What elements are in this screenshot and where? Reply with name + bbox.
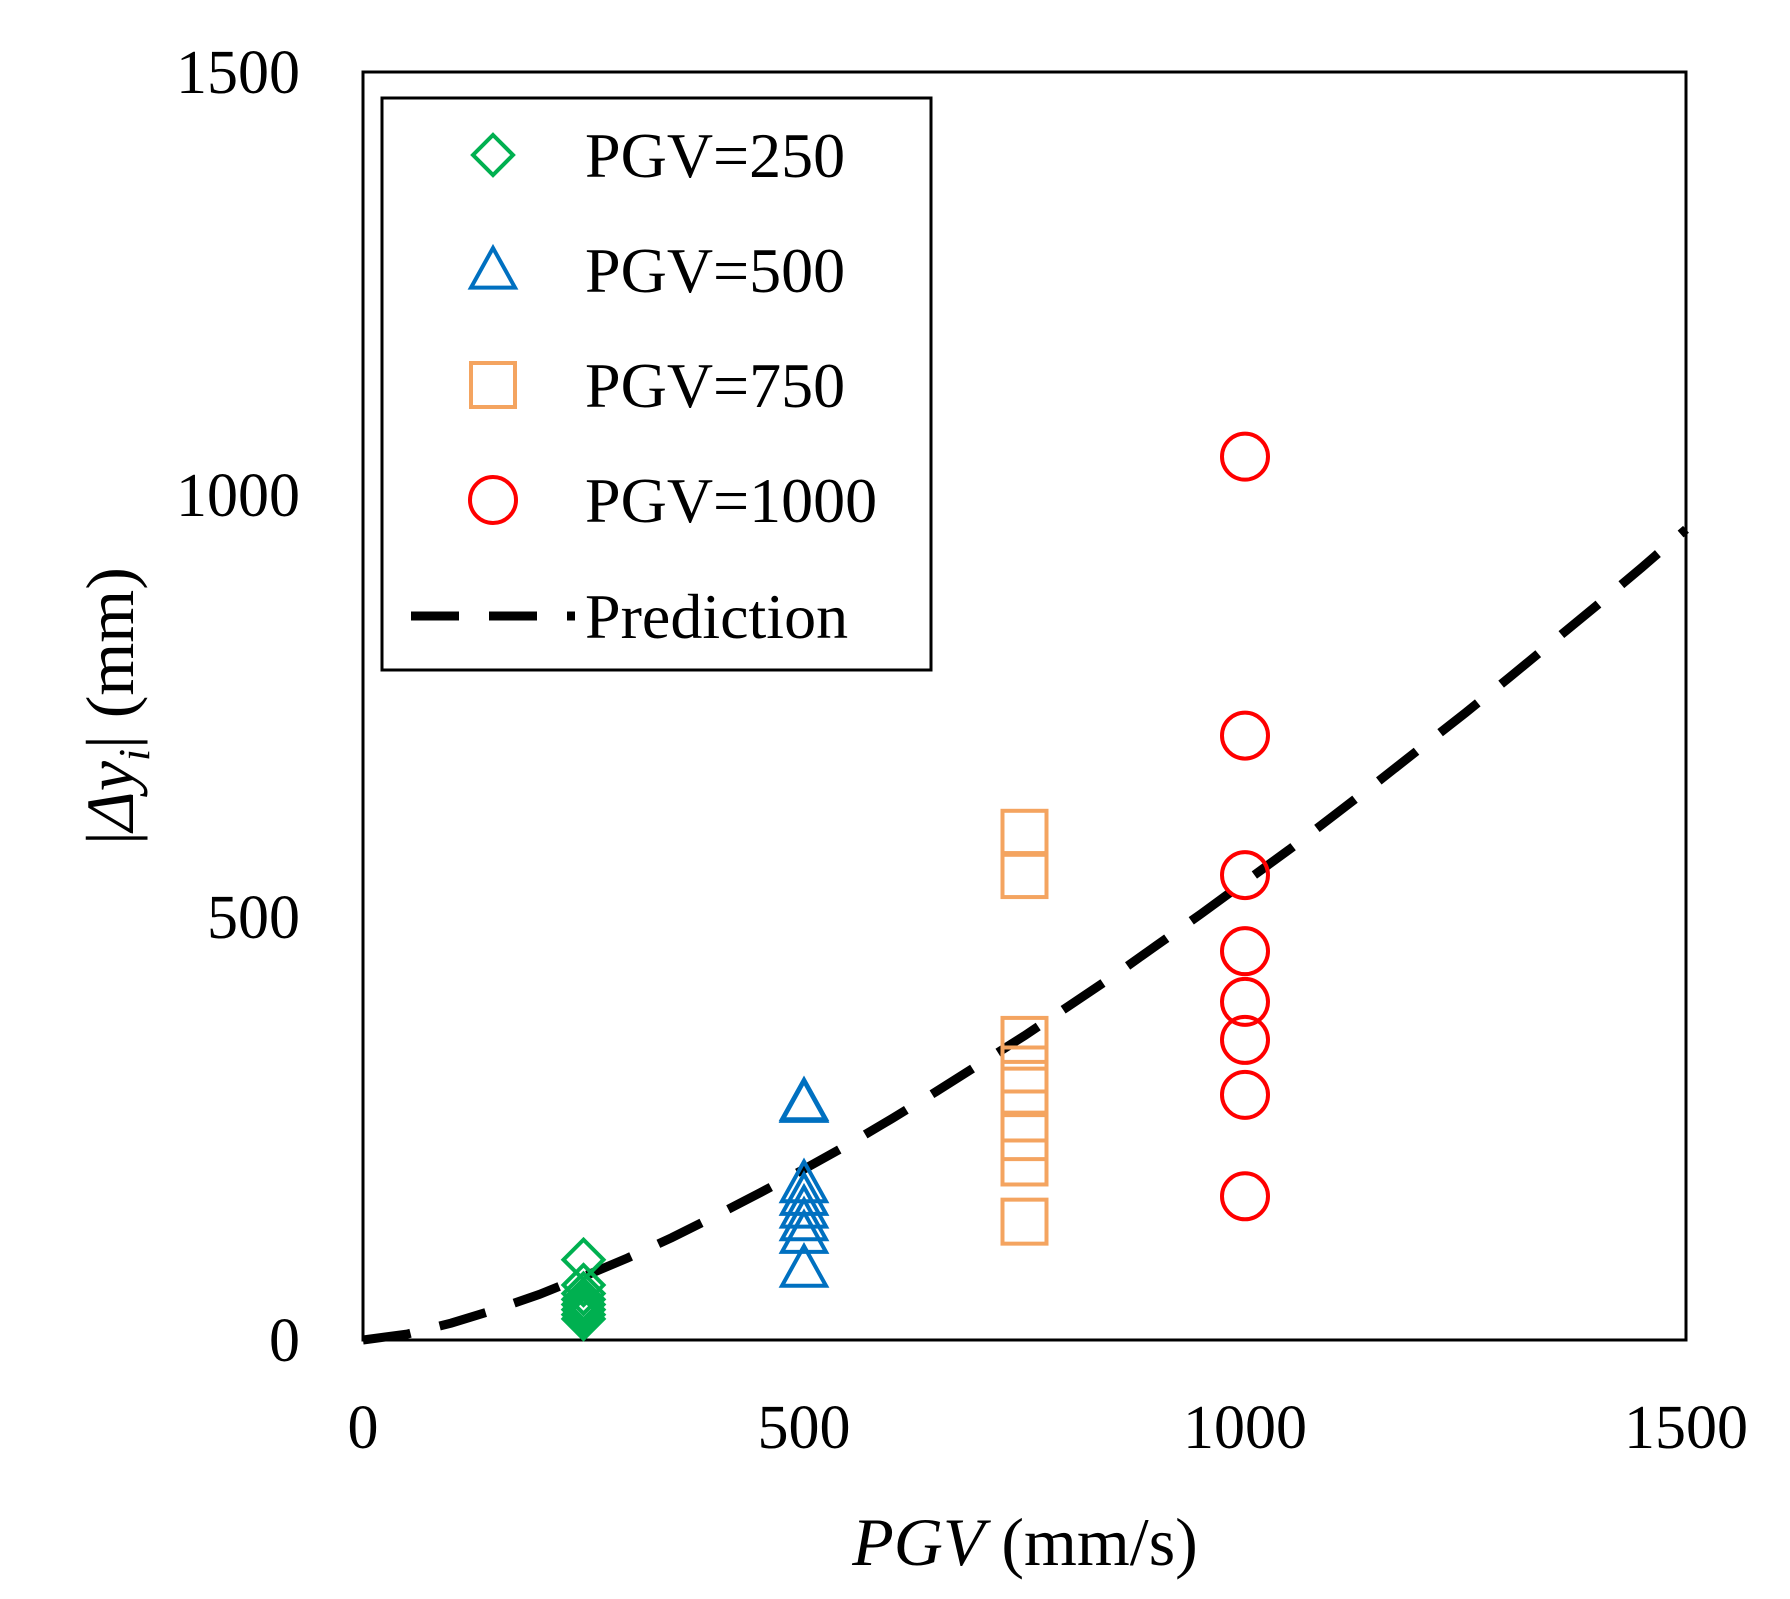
y-axis-title-units: (mm) [72, 567, 148, 735]
data-point-diamond-6 [560, 1291, 607, 1338]
data-point-diamond-1 [560, 1262, 607, 1308]
y-tick-label-0: 0 [269, 1307, 300, 1375]
data-point-circle-1 [1220, 710, 1270, 761]
data-point-triangle-1 [778, 1077, 830, 1123]
data-point-diamond-4 [560, 1281, 607, 1328]
data-point-circle-2 [1220, 850, 1270, 901]
legend: PGV=250 PGV=500 PGV=750 PGV=1000 Prediction [380, 96, 933, 672]
legend-marker-square [469, 361, 517, 409]
legend-label-diamond: PGV=250 [585, 120, 845, 191]
data-point-circle-7 [1220, 1171, 1270, 1222]
y-axis-title-delta: Δ [72, 791, 148, 834]
data-point-circle-3 [1220, 926, 1270, 977]
x-tick-label-0: 0 [348, 1394, 379, 1462]
data-point-triangle-6 [778, 1208, 830, 1254]
legend-box [380, 96, 933, 672]
data-point-square-6 [1000, 1138, 1049, 1187]
legend-entry-prediction: Prediction [411, 581, 848, 652]
prediction-line [362, 525, 1689, 1345]
y-axis-title: |Δyi| (mm) [72, 567, 159, 845]
data-point-triangle-4 [778, 1182, 830, 1229]
data-point-square-2 [1000, 1015, 1049, 1064]
data-point-diamond-5 [560, 1286, 607, 1333]
data-point-circle-4 [1220, 976, 1270, 1027]
legend-entry-triangle: PGV=500 [467, 235, 845, 306]
x-tick-labels: 0 500 1000 1500 [348, 1394, 1749, 1462]
y-tick-label-500: 500 [207, 884, 300, 952]
y-tick-labels: 0 500 1000 1500 [176, 39, 300, 1375]
x-tick-label-1500: 1500 [1624, 1394, 1748, 1462]
legend-marker-triangle [467, 243, 519, 290]
data-point-triangle-7 [778, 1242, 830, 1288]
data-point-square-7 [1000, 1197, 1049, 1246]
legend-marker-diamond [470, 132, 516, 178]
y-axis-title-bar-left: | [72, 831, 148, 845]
legend-label-square: PGV=750 [585, 350, 845, 421]
y-tick-label-1000: 1000 [176, 462, 300, 530]
data-point-triangle-5 [778, 1195, 830, 1242]
legend-marker-circle [468, 475, 518, 525]
legend-label-triangle: PGV=500 [585, 235, 845, 306]
legend-entry-circle: PGV=1000 [468, 465, 877, 536]
x-axis-title: PGV (mm/s) [851, 1504, 1198, 1580]
y-axis-title-bar-right: | [72, 735, 148, 749]
x-tick-label-500: 500 [758, 1394, 851, 1462]
svg-text:|Δyi| (mm): |Δyi| (mm) [72, 567, 159, 845]
data-point-diamond-3 [560, 1276, 607, 1323]
data-point-square-1 [1000, 851, 1049, 900]
y-axis-title-sub: i [110, 749, 159, 761]
data-point-circle-5 [1220, 1014, 1270, 1065]
data-point-diamond-7 [560, 1296, 607, 1342]
data-point-square-4 [1000, 1066, 1049, 1115]
legend-entry-square: PGV=750 [469, 350, 845, 421]
data-point-circle-0 [1220, 431, 1270, 482]
y-tick-label-1500: 1500 [176, 39, 300, 107]
legend-label-circle: PGV=1000 [585, 465, 877, 536]
legend-entry-diamond: PGV=250 [470, 120, 845, 191]
y-axis-title-var: y [72, 760, 148, 797]
x-tick-label-1000: 1000 [1183, 1394, 1307, 1462]
markers-layer [560, 431, 1270, 1342]
data-point-circle-6 [1220, 1069, 1270, 1120]
x-axis-title-var: PGV [851, 1504, 992, 1580]
data-point-diamond-2 [560, 1270, 607, 1317]
legend-label-prediction: Prediction [585, 581, 848, 652]
data-point-square-5 [1000, 1113, 1049, 1162]
x-axis-title-units: (mm/s) [984, 1504, 1197, 1580]
